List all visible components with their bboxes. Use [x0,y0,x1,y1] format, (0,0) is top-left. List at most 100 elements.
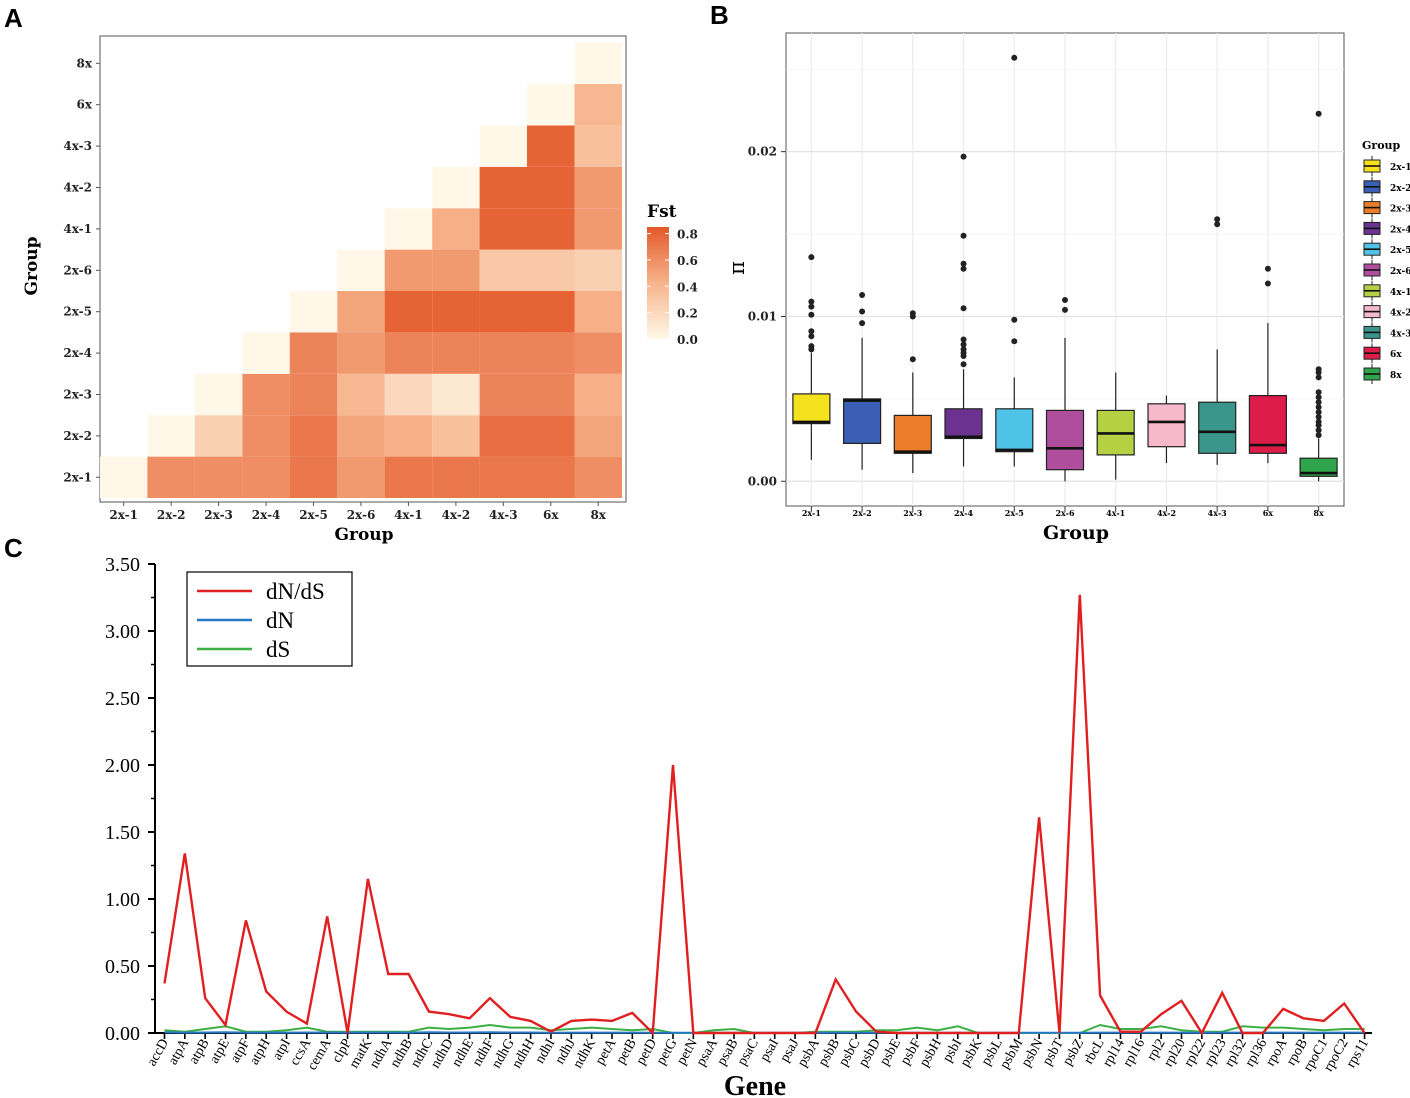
linechart-y-tick-label: 0.50 [105,956,140,978]
fst-legend-tick-label: 0.6 [677,254,698,268]
heatmap-cell-8x-2x-5 [574,291,622,333]
group-legend-label: 2x-3 [1390,205,1410,215]
heatmap-cell-6x-2x-4 [527,332,575,374]
linechart-x-tick-label: psbZ [1060,1037,1087,1069]
heatmap-cells [100,42,622,498]
heatmap-cell-6x-4x-3 [527,125,575,167]
heatmap-y-tick-label: 8x [76,56,92,70]
heatmap-x-ticks: 2x-1 2x-2 2x-3 2x-4 2x-5 2x-6 4x-1 4x-2 4x-3 6x 8x [109,502,607,522]
box-4x-2 [1147,395,1186,464]
box-2x-5 [995,54,1034,467]
box-iqr [1147,403,1186,448]
linechart-x-axis-label: Gene [724,1071,786,1098]
linechart-legend-item: dS [197,637,290,662]
box-outlier [808,328,815,335]
heatmap-cell-8x-2x-2 [574,415,622,457]
boxplot-y-ticks: 0.00 0.01 0.02 [748,145,786,488]
linechart-x-tick-label: atpE [207,1037,233,1067]
group-legend-label: 2x-2 [1390,184,1410,194]
heatmap-cell-2x-5-2x-2 [289,415,338,457]
box-outlier [909,310,916,317]
heatmap-cell-2x-3-2x-3 [194,373,243,416]
group-legend-item-2x-3: 2x-3 [1363,197,1410,218]
box-2x-6 [1045,297,1085,482]
linechart-x-tick-label: ndhD [428,1037,457,1071]
boxplot-x-tick-label: 6x [1263,508,1274,518]
group-legend: Group 2x-1 2x-2 2x-3 2x-4 2x-5 2x-6 4x-1 4x-2 4x… [1362,139,1410,384]
linechart-x-tick-label: psbN [1019,1037,1047,1070]
linechart-x-tick-label: psbK [958,1037,986,1070]
heatmap-cell-2x-5-2x-4 [289,332,338,374]
box-outlier [909,356,916,363]
box-2x-2 [842,292,882,470]
heatmap-y-tick-label: 2x-6 [63,263,92,277]
heatmap-cell-2x-4-2x-3 [242,373,290,416]
legend-series-label: dN [266,608,295,633]
heatmap-y-axis-label: Group [22,236,42,295]
box-4x-3 [1198,216,1237,465]
heatmap-cell-8x-8x [574,42,622,84]
box-iqr [1045,409,1085,471]
group-legend-label: 2x-1 [1390,163,1410,173]
linechart-y-tick-label: 3.50 [105,554,140,576]
box-outlier [960,341,967,348]
box-outlier [808,303,815,310]
linechart-x-tick-label: psaA [694,1036,722,1069]
group-legend-item-4x-1: 4x-1 [1363,280,1410,301]
heatmap-x-tick-label: 2x-1 [109,508,138,522]
heatmap-cell-2x-4-2x-2 [242,415,290,457]
heatmap-x-tick-label: 2x-5 [299,508,328,522]
heatmap-cell-2x-6-2x-2 [337,415,385,457]
box-outlier [1315,414,1322,420]
linechart-x-tick-label: accD [145,1037,172,1069]
group-legend-item-6x: 6x [1363,343,1402,364]
heatmap-y-tick-label: 2x-3 [63,388,92,402]
heatmap-cell-8x-2x-4 [574,332,622,374]
heatmap-cell-4x-2-2x-4 [432,332,480,374]
heatmap-x-tick-label: 4x-2 [442,508,471,522]
boxplot-x-tick-label: 4x-3 [1208,508,1228,518]
heatmap-cell-4x-2-2x-2 [432,415,480,457]
box-outlier [960,346,967,353]
box-2x-4 [944,153,983,467]
box-outlier [960,232,967,239]
heatmap-cell-8x-4x-1 [574,208,622,250]
boxplot-x-tick-label: 2x-3 [903,508,923,518]
linechart-x-tick-label: rpl36 [1243,1037,1271,1070]
boxplot-x-tick-label: 2x-1 [802,508,821,518]
box-outlier [859,292,866,298]
heatmap-cell-4x-3-2x-6 [479,249,528,291]
linechart-legend: dN/dS dN dS [186,571,353,667]
linechart-y-tick-label: 1.50 [105,822,140,844]
heatmap-cell-4x-1-2x-5 [384,291,433,333]
heatmap-cell-6x-2x-6 [527,249,575,291]
heatmap-cell-8x-4x-3 [574,125,622,167]
boxplot-x-ticks: 2x-1 2x-2 2x-3 2x-4 2x-5 2x-6 4x-1 4x-2 4x-3 6x 8x [802,506,1324,518]
heatmap-cell-2x-5-2x-1 [289,456,338,498]
fst-legend-tick-label: 0.4 [677,280,698,294]
fst-legend-tick-label: 0.2 [677,307,698,321]
heatmap-cell-4x-3-2x-2 [479,415,528,457]
linechart-x-tick-label: psbE [877,1037,904,1069]
heatmap-cell-4x-3-2x-1 [479,456,528,498]
box-outlier [960,361,967,368]
box-outlier [808,254,815,261]
box-outlier [1264,280,1271,287]
boxplot-x-tick-label: 4x-1 [1106,508,1125,518]
heatmap-cell-4x-1-2x-1 [384,456,433,498]
linechart-x-tick-label: atpB [186,1037,212,1067]
box-outlier [960,260,967,267]
box-outlier [1315,404,1322,411]
linechart-y-tick-label: 0.00 [105,1023,140,1045]
fst-legend-colorbar [647,227,669,339]
heatmap-cell-4x-1-4x-1 [384,208,433,250]
box-outlier [1315,427,1322,434]
boxplot-x-axis-label: Group [1043,522,1109,544]
box-4x-1 [1096,372,1135,480]
heatmap-cell-6x-4x-2 [527,166,575,209]
heatmap-cell-4x-1-2x-3 [384,373,433,416]
heatmap-cell-2x-2-2x-2 [147,415,195,457]
heatmap-cell-8x-2x-3 [574,373,622,416]
box-outlier [1264,265,1271,272]
series-line-dN-dS [163,594,1366,1036]
